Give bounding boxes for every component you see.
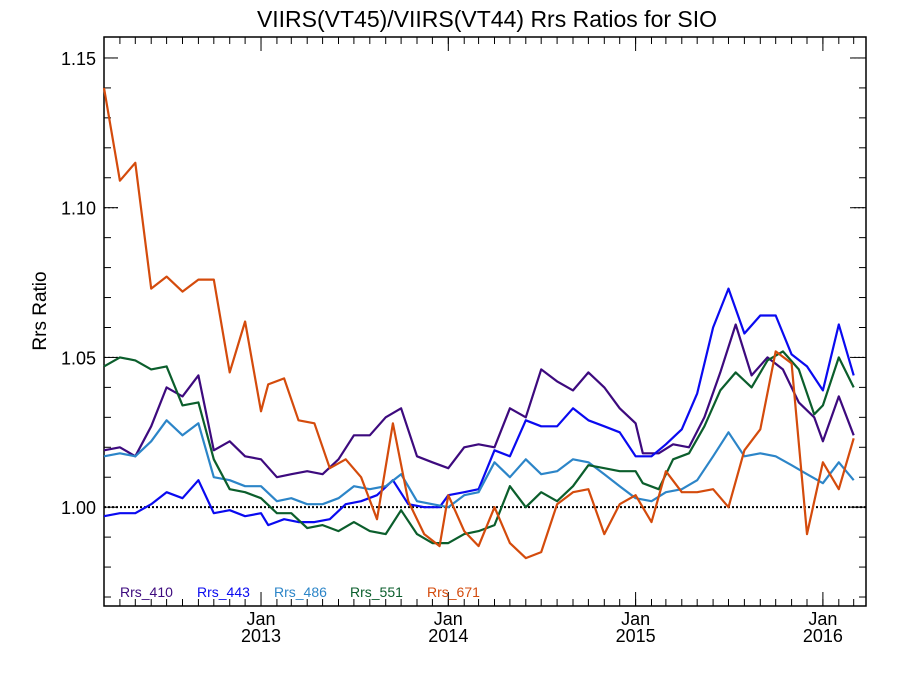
y-tick-label: 1.00 [61, 498, 96, 518]
legend-label-rrs-671: Rrs_671 [427, 584, 480, 600]
y-tick-label: 1.15 [61, 49, 96, 69]
x-tick-label-month: Jan [247, 609, 276, 629]
x-tick-label-month: Jan [434, 609, 463, 629]
series-line-rrs-486 [103, 419, 855, 509]
plot-frame [103, 36, 867, 607]
x-tick-label-month: Jan [808, 609, 837, 629]
x-tick-label-year: 2013 [241, 626, 281, 646]
y-tick-label: 1.05 [61, 348, 96, 368]
legend-label-rrs-486: Rrs_486 [274, 584, 327, 600]
series-line-rrs-410 [103, 323, 855, 479]
plot-area: 1.001.051.101.15Jan2013Jan2014Jan2015Jan… [61, 36, 867, 646]
x-tick-label-year: 2016 [803, 626, 843, 646]
legend-label-rrs-410: Rrs_410 [120, 584, 173, 600]
x-tick-label-month: Jan [621, 609, 650, 629]
legend-label-rrs-443: Rrs_443 [197, 584, 250, 600]
chart-title: VIIRS(VT45)/VIIRS(VT44) Rrs Ratios for S… [257, 6, 717, 32]
series-line-rrs-551 [103, 350, 855, 545]
x-tick-label-year: 2014 [428, 626, 468, 646]
x-tick-label-year: 2015 [616, 626, 656, 646]
series-line-rrs-671 [102, 87, 855, 560]
series-line-rrs-443 [103, 287, 855, 527]
legend-label-rrs-551: Rrs_551 [350, 584, 403, 600]
y-axis-label: Rrs Ratio [30, 271, 51, 350]
y-tick-label: 1.10 [61, 199, 96, 219]
